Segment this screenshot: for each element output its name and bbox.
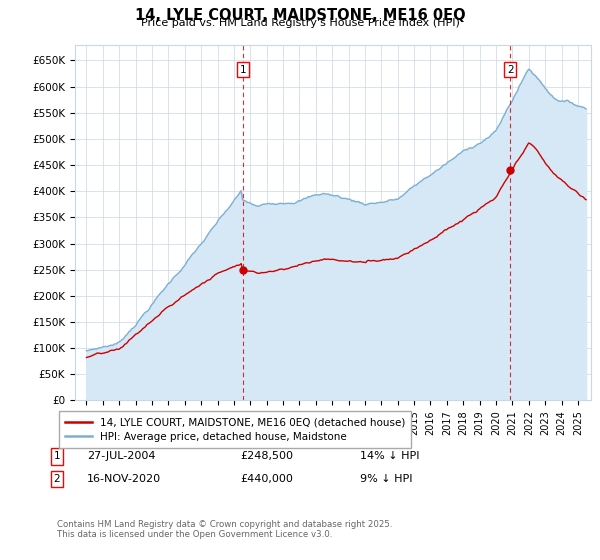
Text: 2: 2 [53, 474, 61, 484]
Text: 27-JUL-2004: 27-JUL-2004 [87, 451, 155, 461]
Text: 1: 1 [53, 451, 61, 461]
Text: £440,000: £440,000 [240, 474, 293, 484]
Text: £248,500: £248,500 [240, 451, 293, 461]
Text: Contains HM Land Registry data © Crown copyright and database right 2025.
This d: Contains HM Land Registry data © Crown c… [57, 520, 392, 539]
Legend: 14, LYLE COURT, MAIDSTONE, ME16 0EQ (detached house), HPI: Average price, detach: 14, LYLE COURT, MAIDSTONE, ME16 0EQ (det… [59, 411, 412, 448]
Text: Price paid vs. HM Land Registry's House Price Index (HPI): Price paid vs. HM Land Registry's House … [140, 18, 460, 29]
Text: 2: 2 [507, 65, 514, 74]
Text: 16-NOV-2020: 16-NOV-2020 [87, 474, 161, 484]
Text: 1: 1 [240, 65, 247, 74]
Text: 14, LYLE COURT, MAIDSTONE, ME16 0EQ: 14, LYLE COURT, MAIDSTONE, ME16 0EQ [134, 8, 466, 24]
Text: 9% ↓ HPI: 9% ↓ HPI [360, 474, 413, 484]
Text: 14% ↓ HPI: 14% ↓ HPI [360, 451, 419, 461]
